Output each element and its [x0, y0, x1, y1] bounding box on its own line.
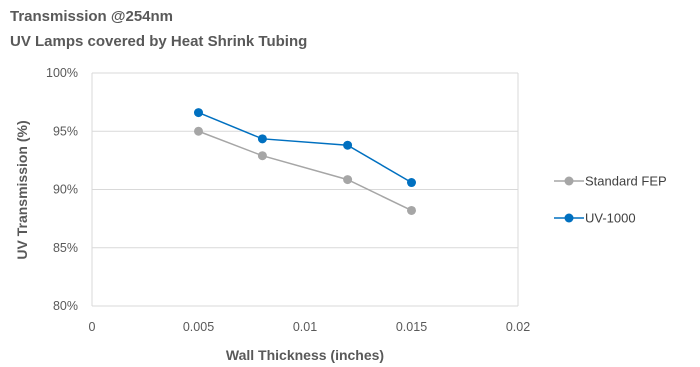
gridlines [92, 73, 518, 306]
legend-marker-standard-fep [565, 177, 574, 186]
series-line-uv-1000 [199, 113, 412, 183]
x-tick-label: 0.02 [506, 320, 530, 334]
data-point-uv-1000 [407, 178, 416, 187]
y-tick-label: 100% [46, 66, 78, 80]
data-point-standard-fep [343, 175, 352, 184]
x-tick-label: 0.01 [293, 320, 317, 334]
data-point-uv-1000 [258, 134, 267, 143]
y-axis-label: UV Transmission (%) [14, 120, 30, 259]
y-tick-label: 95% [53, 124, 78, 138]
data-point-standard-fep [258, 151, 267, 160]
data-point-uv-1000 [194, 108, 203, 117]
y-axis-ticks: 80% 85% 90% 95% 100% [46, 66, 78, 313]
x-tick-label: 0.005 [183, 320, 214, 334]
legend-label-standard-fep: Standard FEP [585, 174, 667, 189]
series-line-standard-fep [199, 131, 412, 210]
y-tick-label: 80% [53, 299, 78, 313]
series-lines [194, 108, 416, 215]
x-tick-label: 0.015 [396, 320, 427, 334]
legend: Standard FEP UV-1000 [554, 174, 667, 226]
y-tick-label: 85% [53, 241, 78, 255]
data-point-standard-fep [194, 127, 203, 136]
data-point-standard-fep [407, 206, 416, 215]
x-axis-label: Wall Thickness (inches) [226, 347, 384, 363]
legend-marker-uv-1000 [565, 214, 574, 223]
x-axis-ticks: 0 0.005 0.01 0.015 0.02 [89, 320, 531, 334]
legend-label-uv-1000: UV-1000 [585, 211, 636, 226]
data-point-uv-1000 [343, 141, 352, 150]
x-tick-label: 0 [89, 320, 96, 334]
y-tick-label: 90% [53, 183, 78, 197]
